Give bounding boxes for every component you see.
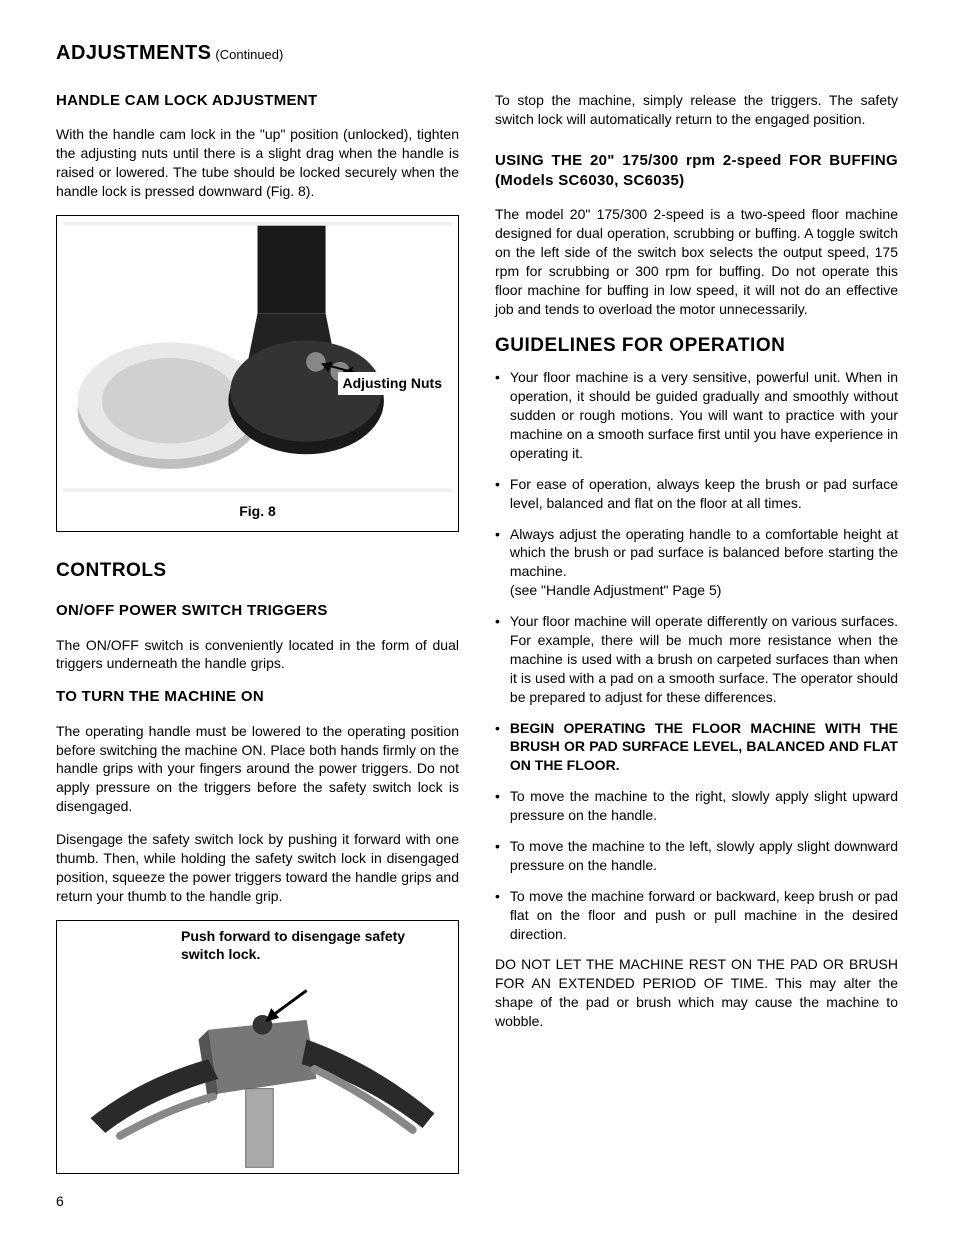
bullet-text: Always adjust the operating handle to a … xyxy=(510,525,898,601)
bullet-text: To move the machine to the right, slowly… xyxy=(510,787,898,825)
list-item: To move the machine forward or backward,… xyxy=(495,887,898,944)
figure-8-image: Adjusting Nuts xyxy=(63,222,452,492)
bullet-text: To move the machine forward or backward,… xyxy=(510,887,898,944)
page-header: ADJUSTMENTS (Continued) xyxy=(56,40,898,67)
handle-figure-label: Push forward to disengage safety switch … xyxy=(61,925,454,969)
guidelines-list: Your floor machine is a very sensitive, … xyxy=(495,368,898,943)
warning-para: DO NOT LET THE MACHINE REST ON THE PAD O… xyxy=(495,955,898,1031)
adjusting-nuts-callout: Adjusting Nuts xyxy=(338,372,446,395)
bullet-bold-text: BEGIN OPERATING THE FLOOR MACHINE WITH T… xyxy=(510,719,898,776)
buffing-para: The model 20" 175/300 2-speed is a two-s… xyxy=(495,205,898,318)
list-item: For ease of operation, always keep the b… xyxy=(495,475,898,513)
figure-8-caption: Fig. 8 xyxy=(63,492,452,525)
handle-cam-heading: HANDLE CAM LOCK ADJUSTMENT xyxy=(56,91,459,111)
onoff-para: The ON/OFF switch is conveniently locate… xyxy=(56,636,459,674)
bullet-text: For ease of operation, always keep the b… xyxy=(510,475,898,513)
figure-8-box: Adjusting Nuts Fig. 8 xyxy=(56,215,459,532)
controls-heading: CONTROLS xyxy=(56,558,459,584)
figure-8-svg xyxy=(63,222,452,492)
handle-svg xyxy=(61,969,454,1169)
list-item: To move the machine to the left, slowly … xyxy=(495,837,898,875)
list-item: Your floor machine will operate differen… xyxy=(495,612,898,706)
stop-para: To stop the machine, simply release the … xyxy=(495,91,898,129)
list-item: To move the machine to the right, slowly… xyxy=(495,787,898,825)
page-title: ADJUSTMENTS xyxy=(56,42,212,64)
handle-figure-image xyxy=(61,969,454,1169)
bullet-text: Your floor machine is a very sensitive, … xyxy=(510,368,898,462)
page-number: 6 xyxy=(56,1192,64,1211)
buffing-heading: USING THE 20" 175/300 rpm 2-speed FOR BU… xyxy=(495,151,898,192)
guidelines-heading: GUIDELINES FOR OPERATION xyxy=(495,333,898,359)
two-column-layout: HANDLE CAM LOCK ADJUSTMENT With the hand… xyxy=(56,91,898,1174)
bullet-text: Your floor machine will operate differen… xyxy=(510,612,898,706)
bullet-text: To move the machine to the left, slowly … xyxy=(510,837,898,875)
right-column: To stop the machine, simply release the … xyxy=(495,91,898,1174)
list-item: Your floor machine is a very sensitive, … xyxy=(495,368,898,462)
continued-label: (Continued) xyxy=(215,47,283,62)
list-item: Always adjust the operating handle to a … xyxy=(495,525,898,601)
turn-on-para1: The operating handle must be lowered to … xyxy=(56,722,459,816)
turn-on-para2: Disengage the safety switch lock by push… xyxy=(56,830,459,906)
handle-figure-box: Push forward to disengage safety switch … xyxy=(56,920,459,1174)
onoff-heading: ON/OFF POWER SWITCH TRIGGERS xyxy=(56,601,459,621)
turn-on-heading: TO TURN THE MACHINE ON xyxy=(56,687,459,707)
left-column: HANDLE CAM LOCK ADJUSTMENT With the hand… xyxy=(56,91,459,1174)
list-item: BEGIN OPERATING THE FLOOR MACHINE WITH T… xyxy=(495,719,898,776)
handle-cam-para: With the handle cam lock in the "up" pos… xyxy=(56,125,459,201)
